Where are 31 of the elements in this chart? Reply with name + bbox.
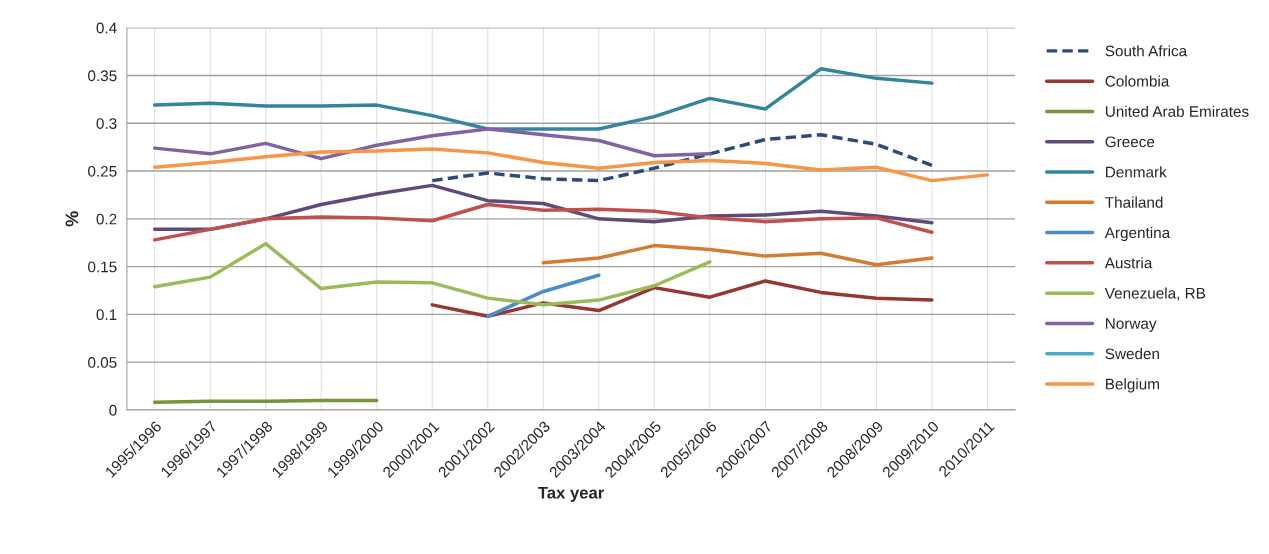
legend-label: Greece xyxy=(1105,136,1155,148)
y-tick-label: 0 xyxy=(109,404,117,416)
legend-label: Austria xyxy=(1104,257,1153,269)
y-tick-label: 0.3 xyxy=(96,118,117,129)
y-tick-label: 0.05 xyxy=(88,357,117,368)
legend-label: Belgium xyxy=(1106,378,1159,393)
y-tick-label: 0.25 xyxy=(88,165,117,177)
legend-label: Colombia xyxy=(1105,75,1170,87)
y-tick-label: 0.15 xyxy=(88,261,117,273)
legend-label: United Arab Emirates xyxy=(1105,105,1249,117)
x-axis-title: Tax year xyxy=(538,486,605,502)
line-series xyxy=(541,243,934,267)
legend-label: Sweden xyxy=(1105,347,1159,360)
y-tick-label: 0.35 xyxy=(88,70,117,82)
y-tick-label: 0.1 xyxy=(96,309,117,321)
line-series xyxy=(152,241,712,307)
y-tick-label: 0.4 xyxy=(96,22,117,34)
y-axis-title: % xyxy=(65,211,79,227)
line-series xyxy=(152,67,934,131)
legend-label: South Africa xyxy=(1105,45,1188,57)
line-series xyxy=(430,279,934,319)
line-series xyxy=(430,132,934,183)
line-series xyxy=(152,127,712,161)
legend-label: Venezuela, RB xyxy=(1104,287,1206,301)
legend-label: Norway xyxy=(1106,318,1157,332)
legend-label: Denmark xyxy=(1106,166,1167,178)
line-series xyxy=(152,202,934,242)
legend-label: Argentina xyxy=(1104,226,1171,242)
line-series xyxy=(152,147,990,183)
y-tick-label: 0.2 xyxy=(96,213,117,225)
legend-label: Thailand xyxy=(1105,196,1163,208)
